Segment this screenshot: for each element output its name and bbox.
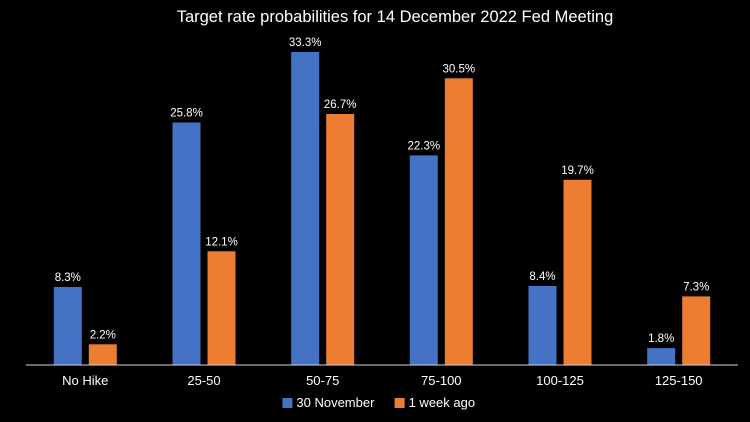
- x-tick-label-2: 50-75: [306, 373, 339, 388]
- x-tick-label-1: 25-50: [187, 373, 220, 388]
- data-label-series0-4: 8.4%: [529, 271, 555, 283]
- bar-series0-3: [409, 155, 438, 365]
- data-label-series1-4: 19.7%: [561, 165, 594, 177]
- bar-series1-3: [444, 78, 473, 366]
- x-tick-label-3: 75-100: [421, 373, 461, 388]
- legend-swatch-1: [394, 398, 405, 408]
- bar-series1-1: [207, 251, 236, 365]
- x-tick-label-0: No Hike: [62, 373, 108, 388]
- bar-series0-0: [53, 287, 82, 365]
- data-label-series0-0: 8.3%: [55, 272, 81, 284]
- data-label-series1-5: 7.3%: [683, 281, 709, 293]
- legend: 30 November 1 week ago: [282, 395, 475, 410]
- legend-swatch-0: [282, 398, 293, 408]
- bar-series1-5: [682, 296, 711, 365]
- x-tick-label-4: 100-125: [536, 373, 584, 388]
- bar-series1-4: [563, 179, 592, 365]
- bar-series1-0: [88, 344, 117, 365]
- bar-series0-2: [291, 52, 320, 365]
- value-labels-group: 8.3% 2.2% 25.8% 12.1% 33.3% 26.7% 22.3% 30.5% 8.…: [55, 37, 710, 345]
- data-label-series0-5: 1.8%: [648, 333, 674, 345]
- legend-label-0: 30 November: [296, 395, 375, 410]
- x-tick-labels: No Hike 25-50 50-75 75-100 100-125 125-150: [62, 373, 702, 388]
- data-label-series1-3: 30.5%: [442, 63, 475, 75]
- chart-title: Target rate probabilities for 14 Decembe…: [177, 8, 614, 26]
- bars-group: [53, 52, 711, 366]
- legend-label-1: 1 week ago: [409, 395, 476, 410]
- x-tick-label-5: 125-150: [655, 373, 703, 388]
- bar-series0-5: [647, 348, 676, 365]
- data-label-series0-1: 25.8%: [170, 108, 203, 120]
- data-label-series0-2: 33.3%: [289, 37, 322, 49]
- bar-series1-2: [326, 114, 355, 365]
- data-label-series1-0: 2.2%: [90, 329, 116, 341]
- bar-series0-4: [528, 286, 557, 365]
- data-label-series1-2: 26.7%: [324, 99, 357, 111]
- bar-series0-1: [172, 122, 201, 365]
- data-label-series1-1: 12.1%: [205, 236, 238, 248]
- data-label-series0-3: 22.3%: [407, 140, 440, 152]
